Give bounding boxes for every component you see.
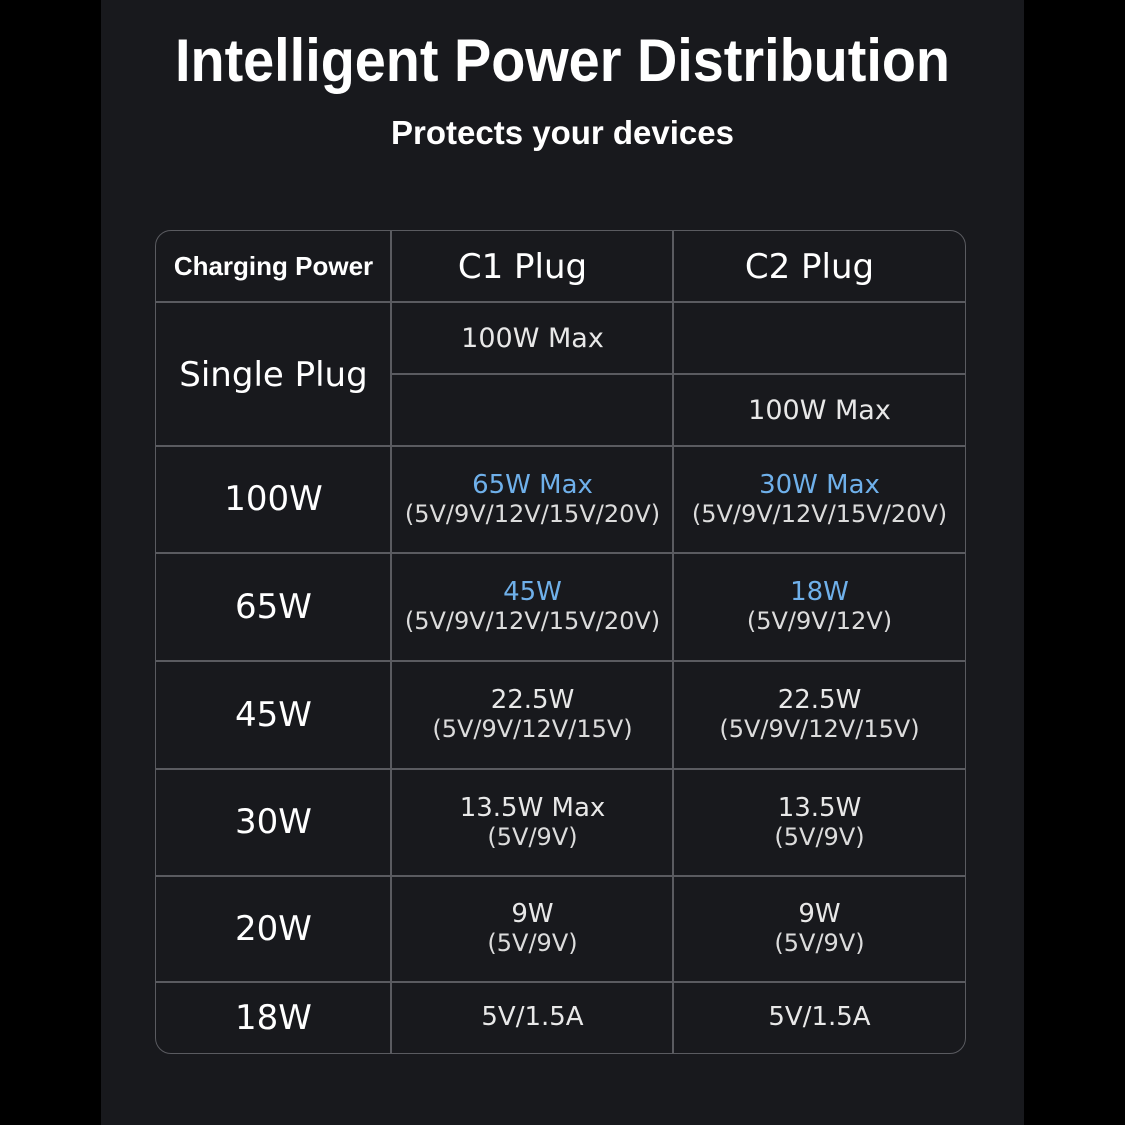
c2-power-value: 9W [798, 899, 841, 929]
cell-c2: 30W Max (5V/9V/12V/15V/20V) [674, 446, 965, 552]
row-label: 20W [235, 908, 312, 949]
cell-c2: 5V/1.5A [674, 982, 965, 1053]
c2-voltage-list: (5V/9V/12V/15V/20V) [691, 499, 948, 528]
c1-power-value: 9W [511, 899, 554, 929]
c2-voltage-list: (5V/9V) [774, 822, 865, 851]
row-label: 45W [235, 694, 312, 735]
grid-line-horizontal [156, 660, 965, 662]
c1-power-value: 65W Max [472, 469, 593, 500]
grid-line-horizontal [390, 373, 965, 375]
background-panel [101, 0, 1024, 1125]
c1-power-value: 45W [503, 577, 562, 607]
row-label: 30W [235, 802, 312, 842]
c1-voltage-list: (5V/9V) [487, 822, 578, 851]
c2-power-value: 30W Max [759, 469, 880, 500]
c1-voltage-list: (5V/9V/12V/15V/20V) [404, 499, 661, 528]
cell-c2: 22.5W (5V/9V/12V/15V) [674, 661, 965, 768]
cell-c1: 45W (5V/9V/12V/15V/20V) [392, 553, 673, 660]
c1-power-value: 5V/1.5A [481, 1002, 584, 1032]
grid-line-vertical [672, 231, 674, 1053]
single-c2-value: 100W Max [748, 395, 891, 426]
c1-voltage-list: (5V/9V/12V/15V/20V) [404, 607, 661, 635]
cell-c1: 9W (5V/9V) [392, 876, 673, 981]
header-c2-plug: C2 Plug [744, 246, 875, 287]
cell-c1: 22.5W (5V/9V/12V/15V) [392, 661, 673, 768]
cell-c2: 13.5W (5V/9V) [674, 769, 965, 875]
grid-line-horizontal [156, 768, 965, 770]
c2-power-value: 5V/1.5A [768, 1002, 871, 1032]
grid-line-horizontal [156, 875, 965, 877]
c1-voltage-list: (5V/9V/12V/15V) [432, 715, 633, 743]
single-c1-value: 100W Max [461, 323, 604, 354]
grid-line-horizontal [156, 445, 965, 447]
page-subtitle: Protects your devices [391, 114, 734, 151]
c2-voltage-list: (5V/9V/12V) [746, 607, 893, 635]
grid-line-horizontal [156, 301, 965, 303]
power-distribution-table: Charging Power C1 Plug C2 Plug Single Pl… [155, 230, 966, 1054]
c2-voltage-list: (5V/9V) [774, 929, 865, 957]
cell-c1: 5V/1.5A [392, 982, 673, 1053]
grid-line-horizontal [156, 981, 965, 983]
cell-c2: 9W (5V/9V) [674, 876, 965, 981]
cell-c1: 13.5W Max (5V/9V) [392, 769, 673, 875]
c2-power-value: 18W [790, 577, 849, 607]
header-c1-plug: C1 Plug [457, 246, 588, 287]
c1-power-value: 13.5W Max [459, 792, 606, 823]
row-label: 100W [224, 479, 323, 519]
row-label: 18W [235, 997, 312, 1038]
c2-power-value: 22.5W [777, 685, 862, 715]
c1-voltage-list: (5V/9V) [487, 929, 578, 957]
row-label: 65W [235, 586, 312, 627]
c1-power-value: 22.5W [490, 685, 575, 715]
header-charging-power: Charging Power [173, 251, 374, 281]
grid-line-horizontal [156, 552, 965, 554]
page-title: Intelligent Power Distribution [174, 27, 951, 94]
c2-voltage-list: (5V/9V/12V/15V) [719, 715, 920, 743]
cell-c2: 18W (5V/9V/12V) [674, 553, 965, 660]
grid-line-vertical [390, 231, 392, 1053]
c2-power-value: 13.5W [777, 792, 862, 823]
row-label-single-plug: Single Plug [179, 354, 368, 395]
cell-c1: 65W Max (5V/9V/12V/15V/20V) [392, 446, 673, 552]
